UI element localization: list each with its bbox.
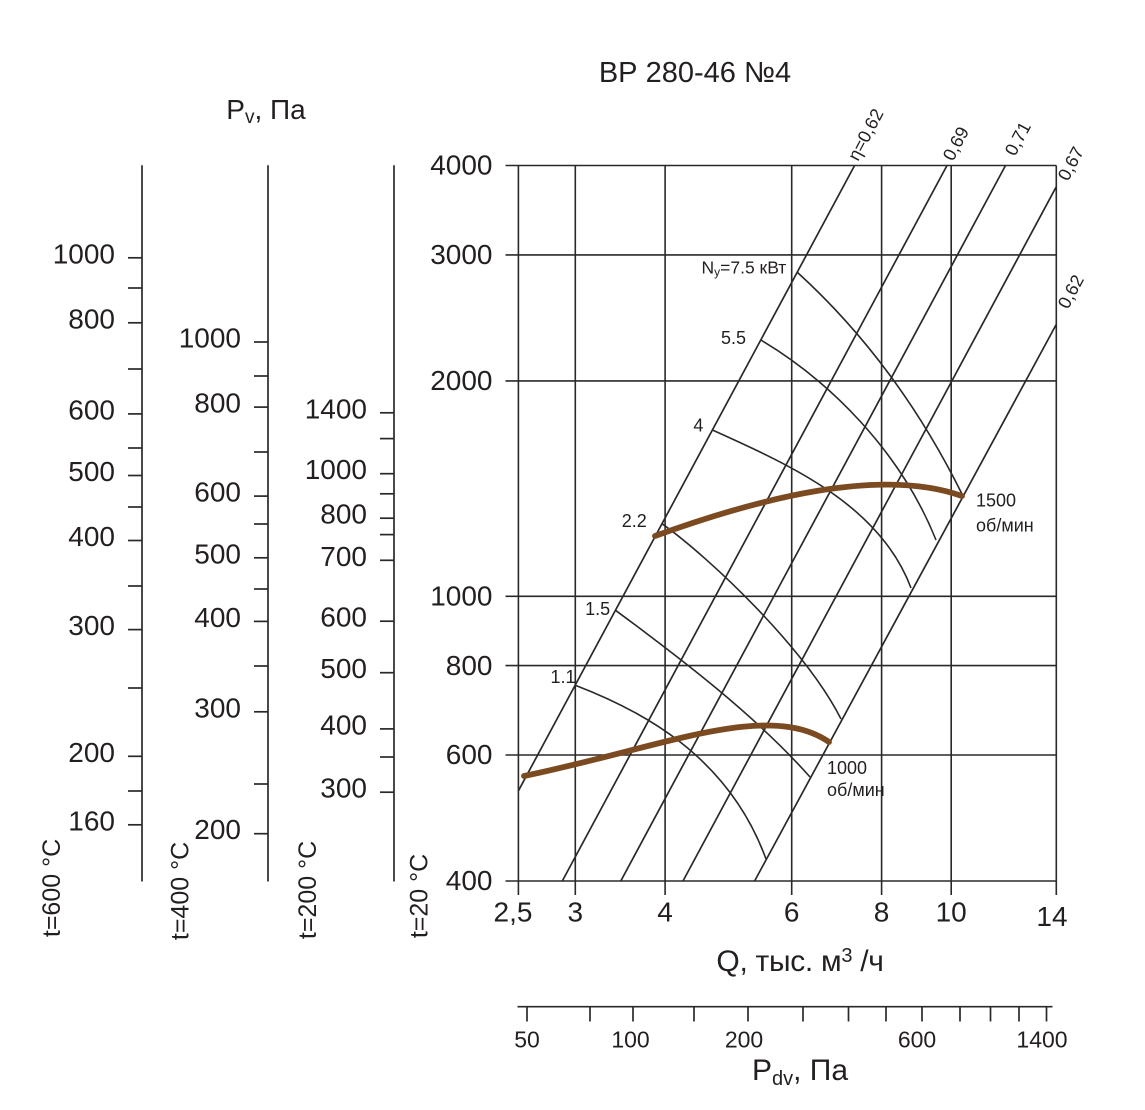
- svg-text:1000: 1000: [827, 758, 867, 778]
- svg-text:1500: 1500: [976, 491, 1016, 511]
- svg-text:5.5: 5.5: [721, 328, 746, 348]
- svg-text:500: 500: [320, 653, 367, 684]
- svg-text:50: 50: [514, 1027, 540, 1053]
- svg-text:1000: 1000: [179, 323, 241, 354]
- svg-text:600: 600: [446, 739, 493, 770]
- svg-text:Q, тыс. м3 /ч: Q, тыс. м3 /ч: [716, 945, 883, 978]
- svg-text:160: 160: [68, 805, 115, 836]
- svg-text:600: 600: [898, 1027, 936, 1053]
- svg-text:14: 14: [1036, 901, 1067, 932]
- svg-text:10: 10: [936, 897, 967, 928]
- svg-text:t=200 °C: t=200 °C: [294, 841, 322, 939]
- svg-text:1.5: 1.5: [585, 599, 610, 619]
- svg-text:1000: 1000: [305, 454, 367, 485]
- svg-text:200: 200: [194, 814, 241, 845]
- svg-text:800: 800: [320, 499, 367, 530]
- svg-text:Pv, Па: Pv, Па: [226, 94, 306, 128]
- svg-text:400: 400: [446, 865, 493, 896]
- svg-text:700: 700: [320, 541, 367, 572]
- svg-text:300: 300: [320, 773, 367, 804]
- svg-text:об/мин: об/мин: [827, 780, 885, 800]
- svg-text:3000: 3000: [430, 239, 492, 270]
- svg-text:1400: 1400: [1016, 1027, 1067, 1053]
- svg-text:8: 8: [874, 897, 890, 928]
- svg-text:t=400 °C: t=400 °C: [167, 842, 195, 940]
- svg-text:600: 600: [320, 602, 367, 633]
- svg-text:t=600 °C: t=600 °C: [38, 839, 66, 937]
- svg-text:2000: 2000: [430, 365, 492, 396]
- svg-text:ВР 280-46 №4: ВР 280-46 №4: [599, 57, 791, 89]
- svg-text:100: 100: [611, 1027, 649, 1053]
- svg-text:400: 400: [320, 709, 367, 740]
- svg-text:400: 400: [194, 602, 241, 633]
- svg-text:500: 500: [194, 538, 241, 569]
- svg-text:500: 500: [68, 456, 115, 487]
- svg-text:400: 400: [68, 521, 115, 552]
- svg-text:1400: 1400: [305, 393, 367, 424]
- svg-text:Nу=7.5 кВт: Nу=7.5 кВт: [702, 258, 787, 280]
- svg-text:1.1: 1.1: [550, 667, 575, 687]
- svg-text:800: 800: [68, 303, 115, 334]
- svg-text:2,5: 2,5: [494, 897, 533, 928]
- svg-text:t=20 °C: t=20 °C: [406, 854, 434, 938]
- svg-text:300: 300: [68, 610, 115, 641]
- svg-text:800: 800: [194, 388, 241, 419]
- svg-text:3: 3: [568, 897, 584, 928]
- svg-text:200: 200: [68, 737, 115, 768]
- svg-text:1000: 1000: [53, 238, 115, 269]
- svg-text:6: 6: [784, 897, 800, 928]
- svg-text:об/мин: об/мин: [976, 516, 1034, 536]
- svg-text:800: 800: [446, 650, 493, 681]
- svg-text:4: 4: [693, 416, 703, 436]
- svg-text:300: 300: [194, 692, 241, 723]
- svg-text:600: 600: [194, 477, 241, 508]
- svg-text:4: 4: [657, 897, 673, 928]
- svg-text:200: 200: [725, 1027, 763, 1053]
- svg-text:4000: 4000: [430, 150, 492, 181]
- svg-text:2.2: 2.2: [622, 511, 647, 531]
- svg-text:600: 600: [68, 394, 115, 425]
- svg-text:Pdv, Па: Pdv, Па: [752, 1054, 848, 1090]
- svg-text:1000: 1000: [430, 581, 492, 612]
